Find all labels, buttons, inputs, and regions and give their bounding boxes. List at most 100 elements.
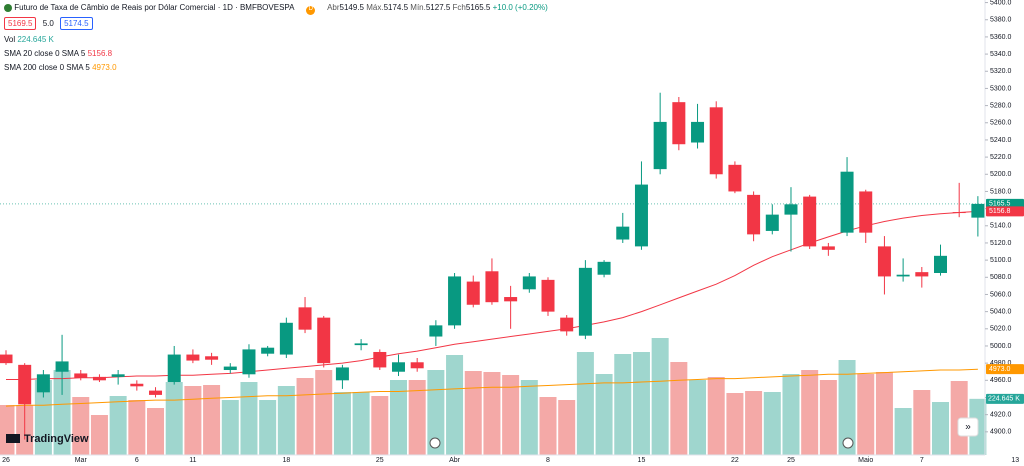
candle-body (279, 322, 293, 355)
candle-body (971, 203, 985, 218)
volume-bar (0, 405, 15, 455)
x-tick-label: 18 (282, 457, 290, 464)
candle-body (821, 246, 835, 250)
logo-text: TradingView (24, 433, 89, 445)
volume-bar (614, 354, 632, 455)
candle-body (728, 164, 742, 192)
quote-buttons: 5169.5 5.0 5174.5 (4, 17, 97, 30)
sma-badge: 5156.8 (989, 208, 1011, 215)
candle-body (335, 367, 349, 381)
volume-bar (109, 396, 127, 455)
volume-legend-value: 224.645 K (17, 35, 54, 44)
candle-body (149, 390, 163, 395)
x-tick-label: 11 (189, 457, 196, 464)
candle-body (541, 279, 555, 312)
spread: 5.0 (42, 19, 54, 28)
ohlc-high: 5174.5 (383, 3, 409, 12)
candle-body (261, 347, 275, 354)
candle-body (504, 297, 518, 302)
scroll-button[interactable] (957, 417, 979, 437)
y-tick-label: 5120.0 (990, 240, 1012, 247)
candle-body (485, 271, 499, 303)
volume-bar (352, 392, 370, 455)
x-tick-label: 26 (2, 457, 10, 464)
x-tick-label: 7 (920, 457, 924, 464)
y-tick-label: 4980.0 (990, 360, 1012, 367)
candle-body (186, 354, 200, 361)
sma-badge-bg (986, 206, 1024, 217)
volume-bar (745, 391, 763, 455)
y-tick-label: 5140.0 (990, 223, 1012, 230)
volume-bar (464, 371, 482, 455)
volume-bar (857, 374, 875, 455)
candle-body (205, 356, 219, 360)
x-tick-label: 6 (135, 457, 139, 464)
volume-bar (932, 402, 949, 455)
sell-button[interactable]: 5169.5 (4, 17, 37, 30)
volume-bar (595, 374, 613, 455)
event-marker[interactable] (429, 437, 441, 449)
y-tick-label: 5360.0 (990, 34, 1012, 41)
candle-body (653, 121, 667, 170)
volume-bar (389, 380, 407, 455)
x-tick-label: 25 (376, 457, 384, 464)
volume-bar (240, 382, 258, 455)
volume-bar (819, 380, 837, 455)
volume-legend-label: Vol (4, 35, 16, 44)
y-tick-label: 5000.0 (990, 343, 1012, 350)
buy-button[interactable]: 5174.5 (60, 17, 93, 30)
volume-bar (34, 380, 52, 455)
candle-body (317, 317, 331, 364)
y-tick-label: 5300.0 (990, 85, 1012, 92)
candle-body (672, 102, 686, 145)
volume-bar (72, 397, 90, 455)
candle-body (560, 317, 574, 332)
volume-bar (838, 360, 856, 455)
ohlc-close-label: Fch (452, 3, 466, 12)
volume-bar (483, 372, 501, 455)
candle-body (74, 373, 88, 378)
data-badge[interactable]: D (306, 6, 316, 15)
logo: TradingView (6, 433, 89, 445)
volume-bar (763, 392, 781, 455)
scroll-icon: » (965, 422, 971, 433)
candle-body (915, 272, 929, 277)
volume-bar (801, 370, 819, 455)
candle-body (167, 354, 181, 383)
volume-bar (913, 390, 931, 455)
candle-body (691, 121, 705, 143)
x-tick-label: 25 (787, 457, 795, 464)
x-tick-label: 22 (731, 457, 739, 464)
event-marker[interactable] (842, 437, 854, 449)
sma-badge: 4973.0 (989, 366, 1011, 373)
sma200-legend: SMA 200 close 0 SMA 5 4973.0 (4, 63, 117, 72)
volume-bar (651, 338, 669, 455)
sma-badge-bg (986, 364, 1024, 375)
candle-body (448, 276, 462, 326)
volume-bar (726, 393, 744, 455)
volume-bar (221, 400, 239, 455)
x-tick-label: Maio (858, 457, 873, 464)
candle-body (877, 246, 891, 277)
candle-body (130, 383, 144, 387)
candle-body (765, 214, 779, 231)
candle-body (354, 343, 368, 346)
candle-body (896, 274, 910, 277)
candle-body (747, 194, 761, 235)
y-tick-label: 5280.0 (990, 102, 1012, 109)
volume-bar (147, 408, 165, 455)
volume-badge-bg (986, 393, 1024, 404)
candle-body (803, 196, 817, 247)
volume-bar (894, 408, 912, 455)
y-tick-label: 4900.0 (990, 429, 1012, 436)
volume-bar (128, 400, 146, 455)
volume-bar (408, 380, 426, 455)
y-tick-label: 5320.0 (990, 68, 1012, 75)
candle-body (410, 362, 424, 369)
y-tick-label: 4960.0 (990, 377, 1012, 384)
y-tick-label: 5080.0 (990, 274, 1012, 281)
candle-body (859, 191, 873, 233)
volume-bar (296, 378, 314, 455)
x-tick-label: Mar (75, 457, 88, 464)
